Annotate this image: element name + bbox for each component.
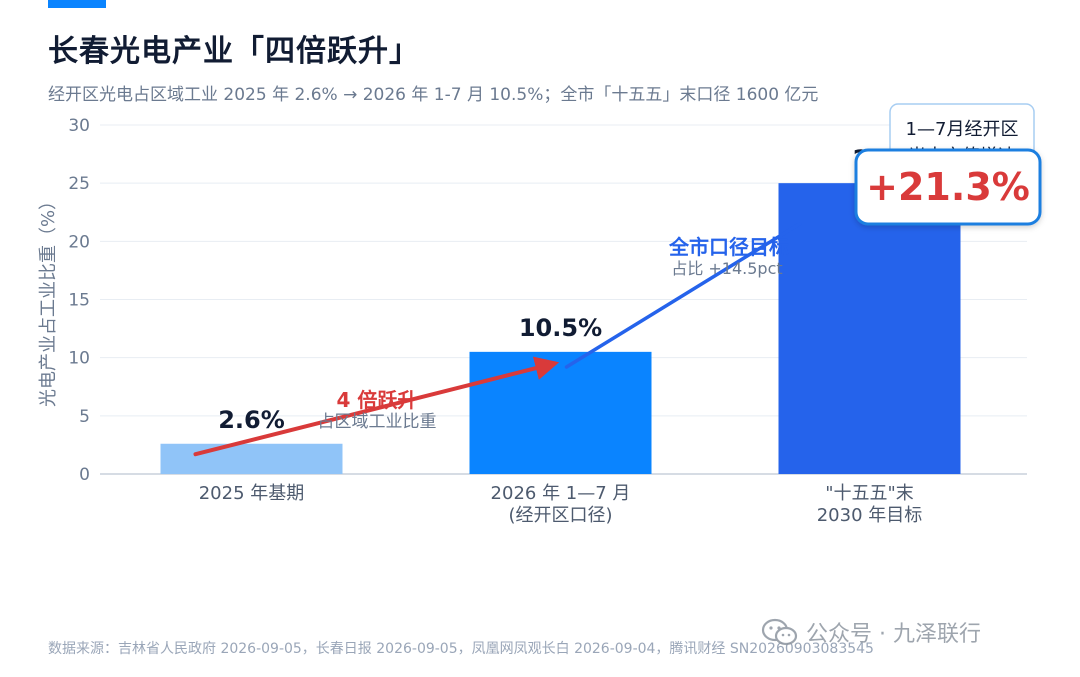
callout-growth-rate: +21.3% (854, 148, 1042, 226)
callout-line: 1—7月经开区 (906, 119, 1019, 140)
arrow-label-title: 4 倍跃升 (337, 388, 418, 412)
growth-arrow-blue (564, 222, 802, 369)
x-tick-label: (经开区口径) (508, 505, 612, 526)
y-tick-label: 0 (79, 465, 90, 485)
arrow-label-subtitle: 占区域工业比重 (318, 412, 437, 432)
y-tick-label: 30 (68, 116, 90, 136)
y-tick-label: 10 (68, 349, 90, 369)
growth-arrow-red (193, 356, 560, 457)
arrow-label-title: 全市口径目标 (668, 235, 789, 259)
bar-value-label: 2.6% (218, 406, 285, 434)
watermark-text: 公众号 · 九泽联行 (806, 622, 981, 647)
x-tick-label: 2030 年目标 (817, 505, 923, 526)
wechat-icon (761, 618, 798, 646)
y-axis-label: 光电产业占工业比重（%） (38, 192, 59, 407)
bar (778, 183, 961, 474)
callout-box (854, 148, 1042, 226)
y-tick-label: 5 (79, 407, 90, 427)
bar (469, 351, 652, 474)
page-title: 长春光电产业「四倍跃升」 (48, 34, 420, 69)
y-tick-label: 20 (68, 232, 90, 252)
x-tick-label: "十五五"末 (825, 483, 914, 504)
page-subtitle: 经开区光电占区域工业 2025 年 2.6% → 2026 年 1-7 月 10… (48, 85, 819, 105)
callout-value: +21.3% (866, 165, 1030, 209)
x-tick-label: 2025 年基期 (199, 483, 305, 504)
arrow-label-subtitle: 占比 +14.5pct (671, 259, 782, 278)
y-tick-label: 15 (68, 291, 90, 311)
watermark: 公众号 · 九泽联行 (760, 616, 981, 648)
x-tick-label: 2026 年 1—7 月 (491, 483, 631, 504)
bar-value-label: 10.5% (519, 314, 602, 342)
bar (160, 443, 343, 474)
y-tick-label: 25 (68, 174, 90, 194)
title-accent-bar (48, 0, 106, 8)
data-source-note: 数据来源：吉林省人民政府 2026-09-05，长春日报 2026-09-05，… (48, 641, 874, 657)
